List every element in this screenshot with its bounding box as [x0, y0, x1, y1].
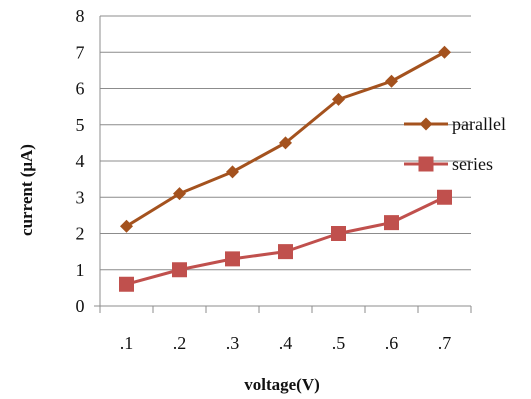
y-axis-title: current (μA) [17, 144, 36, 236]
x-tick-label-6: .6 [385, 333, 399, 353]
legend-marker-series [419, 157, 434, 172]
x-tick-label-7: .7 [438, 333, 452, 353]
x-tick-label-3: .3 [226, 333, 240, 353]
y-tick-label-5: 5 [76, 115, 85, 135]
y-tick-label-0: 0 [76, 296, 85, 316]
point-series-6 [384, 215, 399, 230]
y-tick-label-7: 7 [76, 42, 85, 62]
x-tick-label-2: .2 [173, 333, 187, 353]
point-parallel-7 [438, 46, 451, 59]
y-tick-label-2: 2 [76, 224, 85, 244]
x-axis-title: voltage(V) [244, 375, 320, 394]
series-markers [119, 46, 452, 292]
x-tick-label-4: .4 [279, 333, 293, 353]
point-series-4 [278, 244, 293, 259]
legend-label-parallel: parallel [452, 114, 506, 134]
y-tick-label-6: 6 [76, 79, 85, 99]
x-tick-labels: .1 .2 .3 .4 .5 .6 .7 [120, 333, 452, 353]
y-tick-label-8: 8 [76, 6, 85, 26]
point-series-2 [172, 262, 187, 277]
point-series-7 [437, 190, 452, 205]
x-tick-label-1: .1 [120, 333, 134, 353]
x-tick-label-5: .5 [332, 333, 346, 353]
point-parallel-6 [385, 75, 398, 88]
legend: parallel series [404, 114, 506, 174]
legend-marker-parallel [420, 118, 433, 131]
y-tick-labels: 0 1 2 3 4 5 6 7 8 [76, 6, 85, 316]
point-series-3 [225, 251, 240, 266]
y-tick-label-1: 1 [76, 260, 85, 280]
y-tick-label-4: 4 [76, 151, 85, 171]
point-series-5 [331, 226, 346, 241]
y-tick-label-3: 3 [76, 187, 85, 207]
point-series-1 [119, 277, 134, 292]
point-parallel-3 [226, 165, 239, 178]
legend-label-series: series [452, 154, 493, 174]
